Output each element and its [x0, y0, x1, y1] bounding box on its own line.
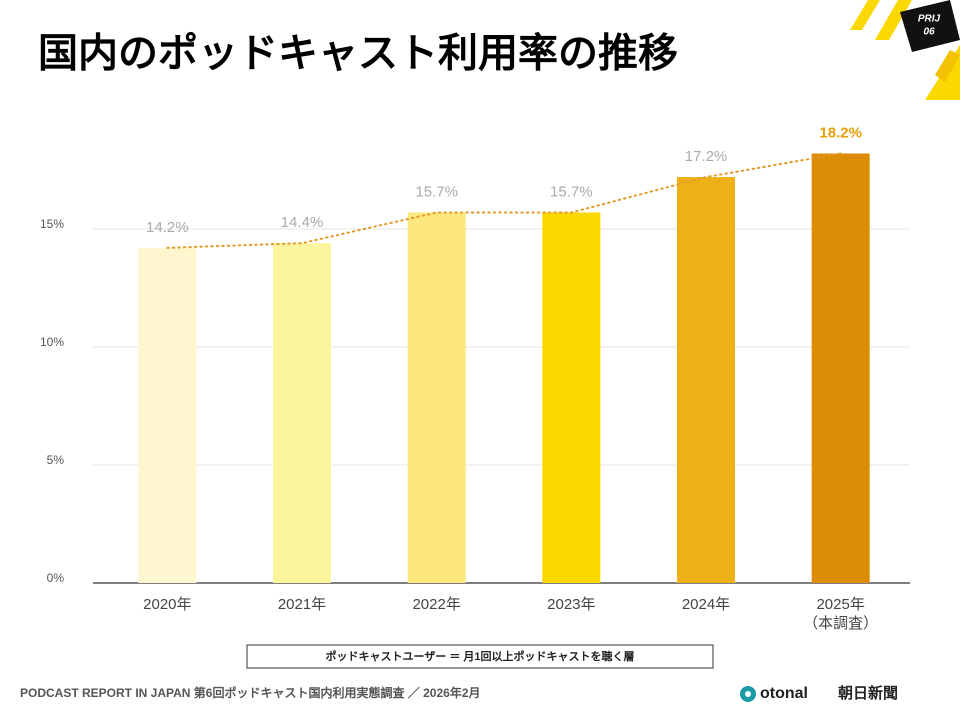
decoration	[875, 0, 912, 40]
x-tick-label: 2024年	[681, 596, 731, 613]
y-tick-label: 10%	[40, 335, 64, 349]
value-label: 15.7%	[415, 183, 458, 200]
bar	[407, 212, 466, 584]
y-tick-label: 5%	[47, 453, 65, 467]
bar	[677, 177, 735, 583]
note: ポッドキャストユーザー ＝ 月1回以上ポッドキャストを聴く層	[325, 649, 634, 663]
footer-text: PODCAST REPORT IN JAPAN 第6回ポッドキャスト国内利用実態…	[20, 685, 481, 700]
value-label: 14.4%	[281, 214, 324, 231]
x-tick-label: 2022年	[412, 596, 461, 613]
y-tick-label: 15%	[40, 217, 64, 231]
bar	[138, 247, 197, 583]
chart-title: 国内のポッドキャスト利用率の推移	[38, 32, 678, 76]
value-label: 17.2%	[685, 148, 728, 165]
decoration	[850, 0, 880, 30]
value-label: 15.7%	[550, 183, 593, 200]
badge-text: PRIJ	[918, 14, 941, 25]
logo: otonal	[760, 685, 808, 702]
trendline	[166, 152, 842, 249]
value-label: 18.2%	[819, 124, 862, 141]
y-tick-label: 0%	[47, 571, 65, 585]
x-tick-label: 2020年	[143, 596, 192, 613]
logo-icon	[745, 691, 751, 697]
x-tick-label: 2025年 （本調査）	[803, 596, 879, 632]
x-tick-label: 2023年	[547, 596, 596, 613]
note-box	[246, 644, 714, 669]
value-label: 14.2%	[146, 219, 189, 236]
decoration	[935, 50, 960, 82]
bar	[273, 243, 331, 583]
x-tick-label: 2021年	[277, 596, 327, 613]
badge-text: 06	[923, 27, 935, 38]
bar	[542, 212, 601, 584]
badge	[900, 0, 960, 52]
bar	[811, 153, 870, 584]
logo: 朝日新聞	[838, 684, 898, 702]
